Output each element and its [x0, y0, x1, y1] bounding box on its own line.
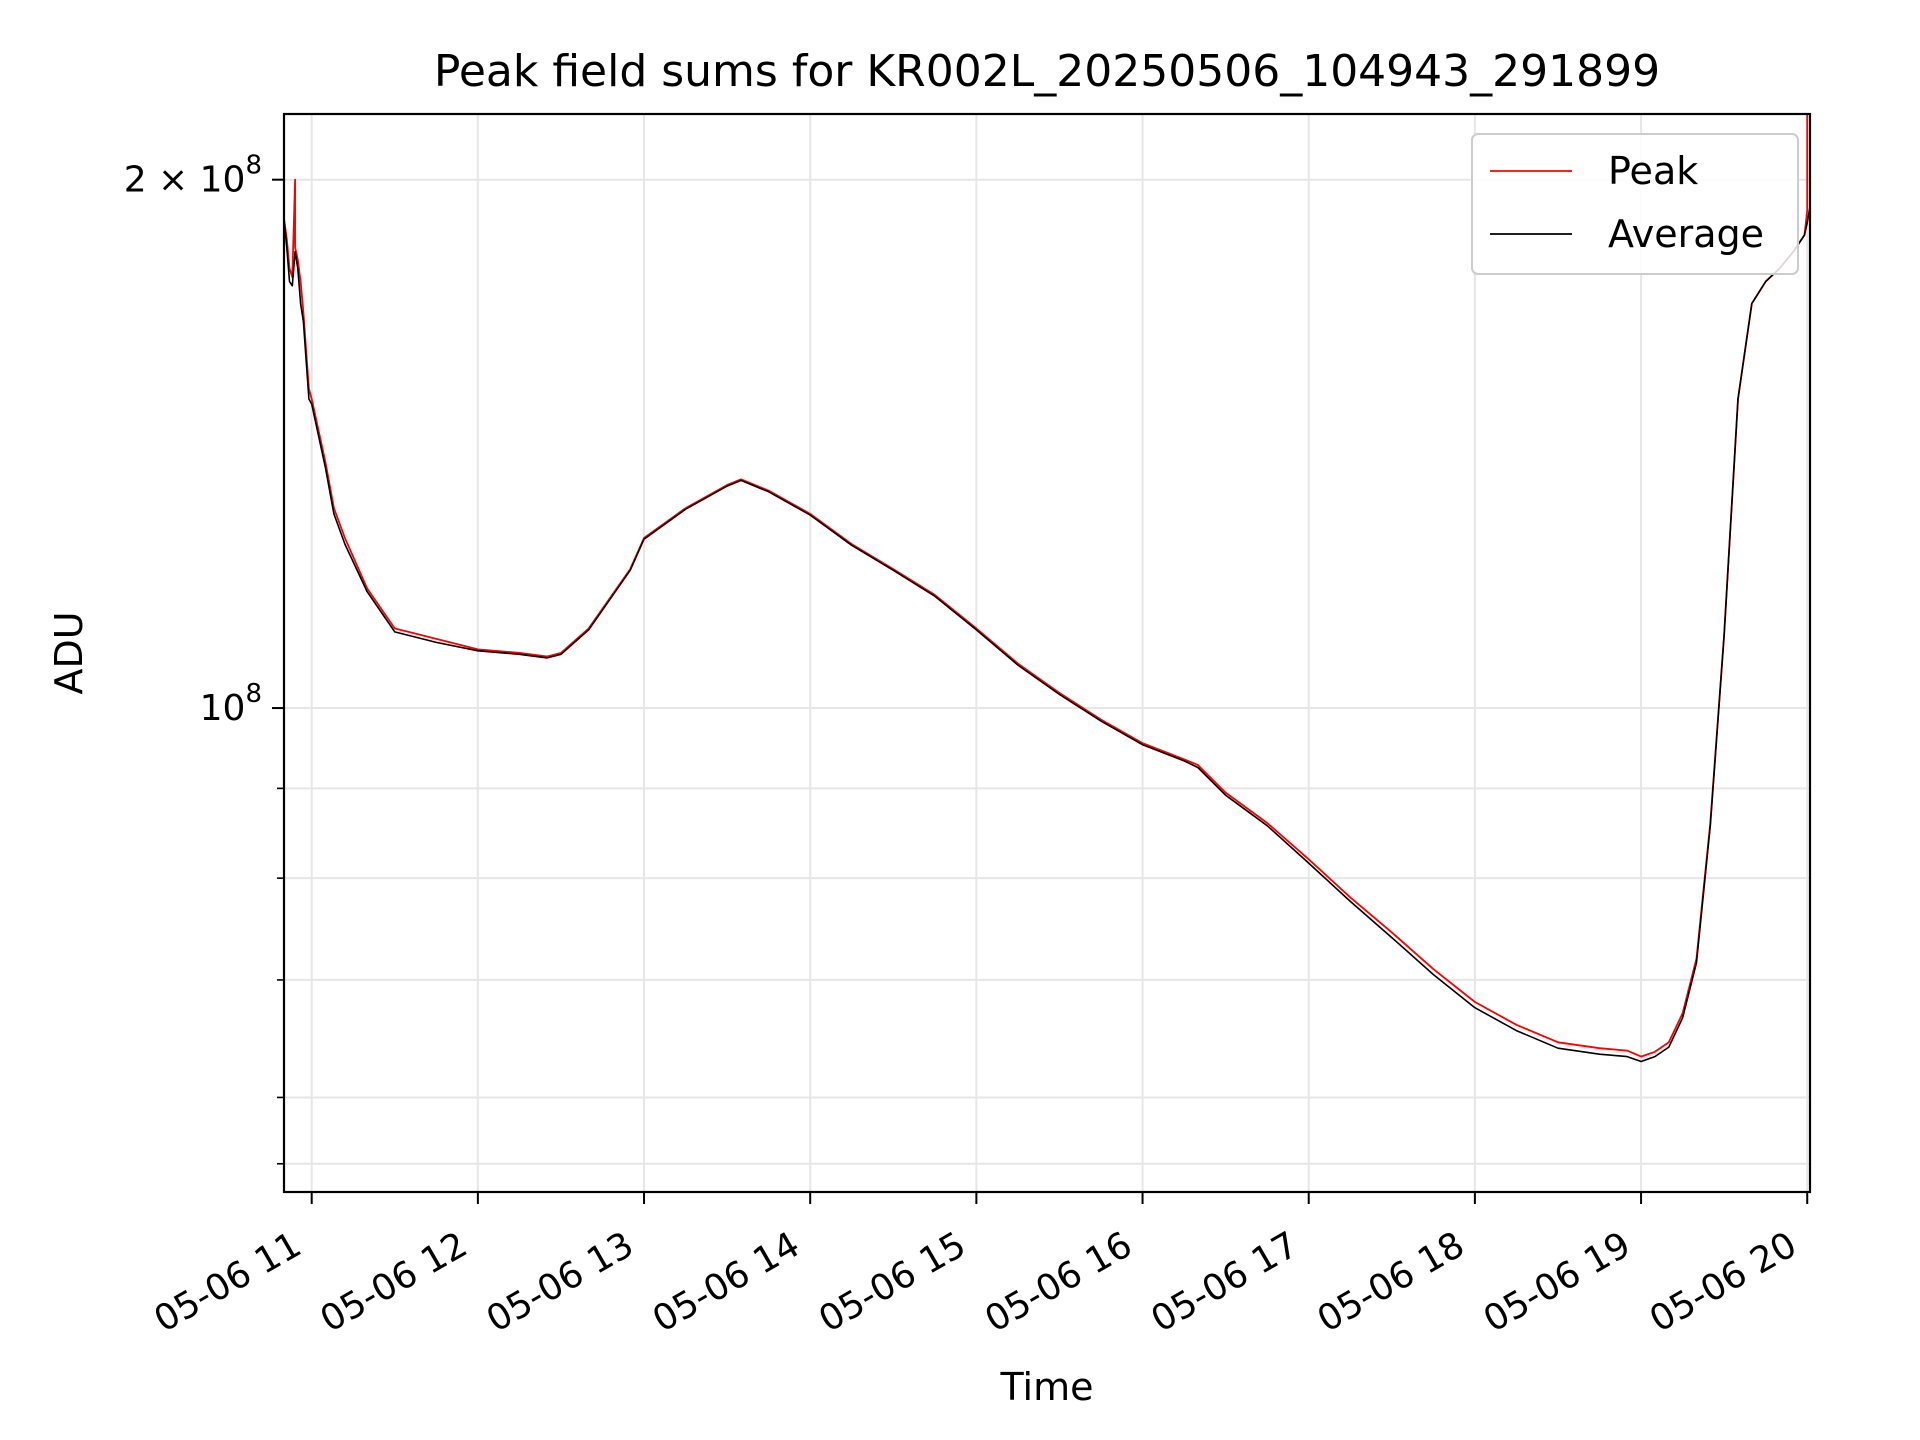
- legend: Peak Average: [1471, 133, 1799, 275]
- grid: [284, 114, 1810, 1192]
- legend-label-peak: Peak: [1608, 149, 1698, 193]
- x-axis-label: Time: [1000, 1365, 1094, 1409]
- plot-series: [284, 114, 1810, 1063]
- chart-title: Peak field sums for KR002L_20250506_1049…: [434, 46, 1660, 97]
- y-axis-label: ADU: [47, 611, 91, 694]
- y-tick-label: 108: [200, 679, 262, 729]
- y-tick-label: 2 × 108: [124, 151, 262, 201]
- legend-box: [1471, 133, 1799, 275]
- legend-label-average: Average: [1608, 212, 1764, 256]
- plot-frame: [282, 112, 1812, 1194]
- series-line-average: [284, 206, 1810, 1063]
